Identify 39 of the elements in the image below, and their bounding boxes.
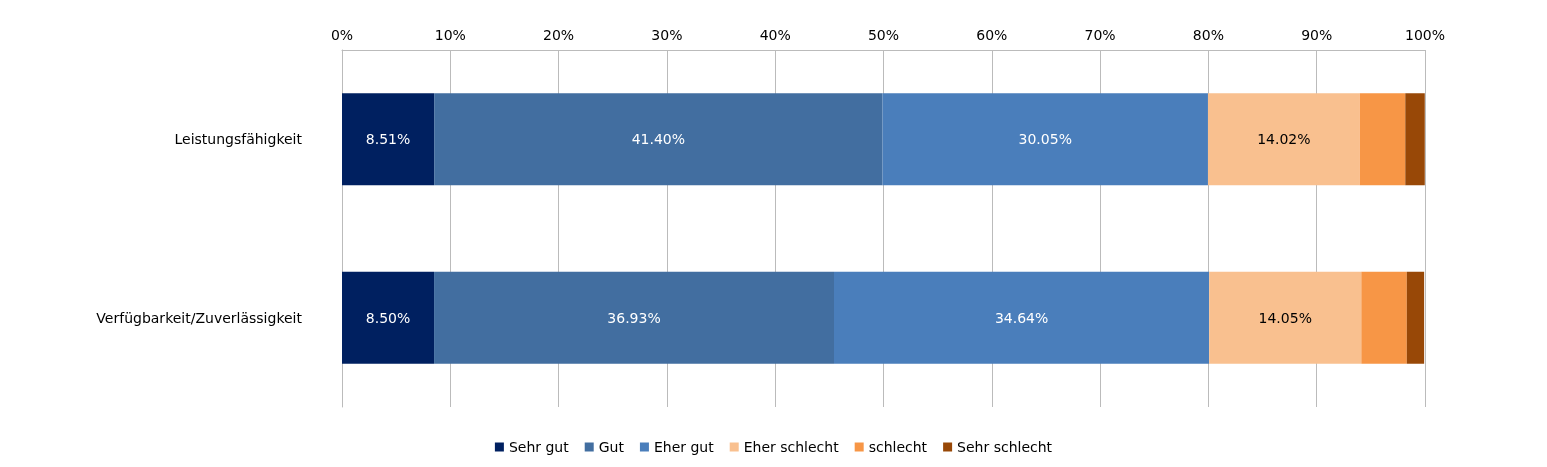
legend-label: Eher schlecht	[743, 439, 840, 455]
bar	[1207, 93, 1360, 186]
x-tick-label: 10%	[434, 27, 466, 43]
bar	[1361, 271, 1407, 364]
bar	[1359, 93, 1406, 186]
x-tick-label: 90%	[1301, 27, 1333, 43]
data-label: 41.40%	[631, 131, 686, 148]
bar	[342, 271, 435, 364]
legend-label: Sehr schlecht	[957, 439, 1053, 455]
data-label: 14.05%	[1258, 309, 1312, 326]
legend-label: Eher gut	[653, 439, 715, 455]
legend-label: Sehr gut	[508, 439, 570, 455]
x-tick-label: 0%	[330, 27, 354, 43]
data-label: 14.02%	[1257, 131, 1311, 148]
bar	[1405, 93, 1425, 186]
data-label: 36.93%	[607, 309, 661, 326]
data-label: 8.50%	[365, 309, 411, 326]
x-tick-label: 50%	[867, 27, 900, 43]
y-tick-label: Leistungsfähigkeit	[174, 131, 303, 148]
x-tick-label: 30%	[651, 27, 683, 43]
legend-label: Gut	[598, 439, 625, 455]
bar	[434, 93, 883, 186]
x-tick-label: 40%	[759, 27, 791, 43]
x-tick-label: 80%	[1192, 27, 1224, 43]
y-tick-label: Verfügbarkeit/Zuverlässigkeit	[96, 309, 303, 326]
data-label: 34.64%	[994, 309, 1049, 326]
data-label: 8.51%	[365, 131, 411, 148]
legend-label: schlecht	[868, 439, 928, 455]
bar	[1209, 271, 1362, 364]
x-tick-label: 20%	[543, 27, 575, 43]
bar	[342, 93, 435, 186]
x-tick-label: 70%	[1084, 27, 1116, 43]
x-tick-label: 60%	[976, 27, 1008, 43]
bar	[1406, 271, 1425, 364]
bar	[434, 271, 835, 364]
bar	[834, 271, 1210, 364]
bar	[882, 93, 1208, 186]
data-label: 30.05%	[1018, 131, 1072, 148]
x-tick-label: 100%	[1404, 27, 1446, 43]
